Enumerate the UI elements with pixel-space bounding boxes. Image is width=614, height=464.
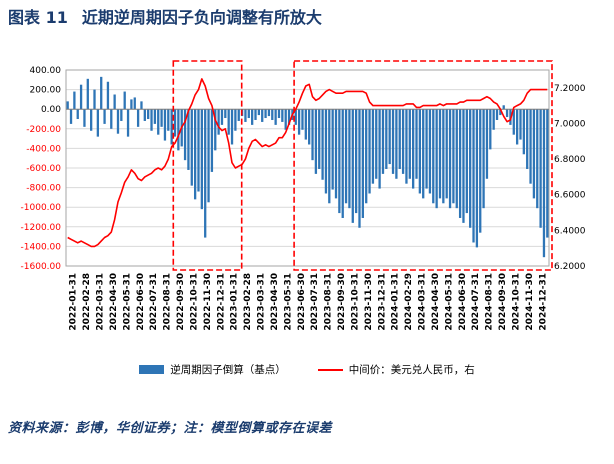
- highlight-box-2: [293, 60, 553, 271]
- chart-canvas: 400.00 200.00 0.00 -200.00 -400.00 -600.00 -80…: [21, 60, 586, 331]
- svg-text:2022-06-30: 2022-06-30: [136, 273, 146, 331]
- legend-line-label: 中间价：美元兑人民币，右: [348, 364, 475, 376]
- svg-text:2022-10-31: 2022-10-31: [190, 273, 200, 331]
- bar-series: [66, 76, 549, 258]
- svg-text:2024-11-30: 2024-11-30: [525, 273, 535, 331]
- svg-text:400.00: 400.00: [30, 66, 62, 76]
- highlight-box-1: [172, 60, 243, 271]
- chart-legend: 逆周期因子倒算（基点） 中间价：美元兑人民币，右: [0, 362, 614, 377]
- svg-text:6.2000: 6.2000: [554, 262, 586, 272]
- svg-text:2022-02-28: 2022-02-28: [82, 273, 92, 331]
- svg-text:2022-01-31: 2022-01-31: [69, 273, 79, 331]
- left-axis-labels: 400.00 200.00 0.00 -200.00 -400.00 -600.00 -80…: [21, 66, 62, 272]
- svg-text:2024-04-30: 2024-04-30: [431, 273, 441, 331]
- parity-line: [67, 78, 548, 248]
- svg-text:2022-05-31: 2022-05-31: [122, 273, 132, 331]
- svg-text:2023-09-30: 2023-09-30: [337, 273, 347, 331]
- right-axis-labels: 7.2000 7.0000 6.8000 6.6000 6.4000 6.2000: [554, 84, 586, 272]
- svg-text:-600.00: -600.00: [26, 164, 61, 174]
- svg-text:2023-03-31: 2023-03-31: [257, 273, 267, 331]
- svg-text:2024-12-31: 2024-12-31: [538, 273, 548, 331]
- legend-bar-label: 逆周期因子倒算（基点）: [170, 364, 286, 376]
- bar-series-swatch: [139, 365, 165, 374]
- svg-text:2024-03-31: 2024-03-31: [418, 273, 428, 331]
- x-axis-labels: 2022-01-31 2022-02-28 2022-03-31 2022-04-30…: [69, 273, 549, 331]
- svg-text:-400.00: -400.00: [26, 144, 61, 154]
- source-note: 资料来源：彭博，华创证券；注：模型倒算或存在误差: [8, 421, 333, 436]
- svg-text:2023-06-30: 2023-06-30: [297, 273, 307, 331]
- svg-text:6.4000: 6.4000: [554, 226, 586, 236]
- svg-text:-1200.00: -1200.00: [21, 223, 62, 233]
- svg-text:2022-09-30: 2022-09-30: [176, 273, 186, 331]
- svg-text:2023-01-31: 2023-01-31: [230, 273, 240, 331]
- svg-text:6.8000: 6.8000: [554, 155, 586, 165]
- figure-label: 图表 11: [8, 8, 68, 27]
- svg-text:2024-06-30: 2024-06-30: [458, 273, 468, 331]
- plot-border: [65, 69, 550, 267]
- svg-text:0.00: 0.00: [41, 105, 61, 115]
- svg-text:-1000.00: -1000.00: [21, 203, 62, 213]
- svg-text:2024-07-31: 2024-07-31: [471, 273, 481, 331]
- svg-text:2024-09-30: 2024-09-30: [498, 273, 508, 331]
- svg-text:2022-12-31: 2022-12-31: [216, 273, 226, 331]
- svg-text:2024-08-31: 2024-08-31: [485, 273, 495, 331]
- chart: 400.00 200.00 0.00 -200.00 -400.00 -600.00 -80…: [8, 40, 614, 362]
- svg-text:2024-10-31: 2024-10-31: [512, 273, 522, 331]
- svg-text:2023-11-30: 2023-11-30: [364, 273, 374, 331]
- svg-text:2023-05-31: 2023-05-31: [283, 273, 293, 331]
- svg-text:7.0000: 7.0000: [554, 120, 586, 130]
- svg-text:2022-04-30: 2022-04-30: [109, 273, 119, 331]
- svg-text:2022-11-30: 2022-11-30: [203, 273, 213, 331]
- svg-text:2023-02-28: 2023-02-28: [243, 273, 253, 331]
- legend-item-bar: 逆周期因子倒算（基点）: [139, 362, 286, 377]
- svg-text:-800.00: -800.00: [26, 184, 61, 194]
- svg-text:200.00: 200.00: [30, 86, 62, 96]
- svg-text:-1400.00: -1400.00: [21, 242, 62, 252]
- svg-text:2024-02-29: 2024-02-29: [404, 273, 414, 331]
- svg-text:6.6000: 6.6000: [554, 191, 586, 201]
- svg-text:2022-03-31: 2022-03-31: [96, 273, 106, 331]
- svg-text:2023-07-31: 2023-07-31: [310, 273, 320, 331]
- svg-text:2023-12-31: 2023-12-31: [377, 273, 387, 331]
- svg-text:-200.00: -200.00: [26, 125, 61, 135]
- svg-text:2023-10-31: 2023-10-31: [351, 273, 361, 331]
- figure-header: 图表 11 近期逆周期因子负向调整有所放大: [0, 0, 614, 28]
- svg-text:-1600.00: -1600.00: [21, 262, 62, 272]
- svg-text:7.2000: 7.2000: [554, 84, 586, 94]
- svg-text:2024-05-31: 2024-05-31: [444, 273, 454, 331]
- svg-text:2022-07-31: 2022-07-31: [149, 273, 159, 331]
- legend-item-line: 中间价：美元兑人民币，右: [317, 362, 475, 377]
- figure-title: 近期逆周期因子负向调整有所放大: [81, 8, 322, 27]
- svg-text:2023-08-31: 2023-08-31: [324, 273, 334, 331]
- svg-text:2024-01-31: 2024-01-31: [391, 273, 401, 331]
- svg-text:2023-04-30: 2023-04-30: [270, 273, 280, 331]
- svg-text:2022-08-31: 2022-08-31: [163, 273, 173, 331]
- line-series-swatch: [317, 368, 343, 371]
